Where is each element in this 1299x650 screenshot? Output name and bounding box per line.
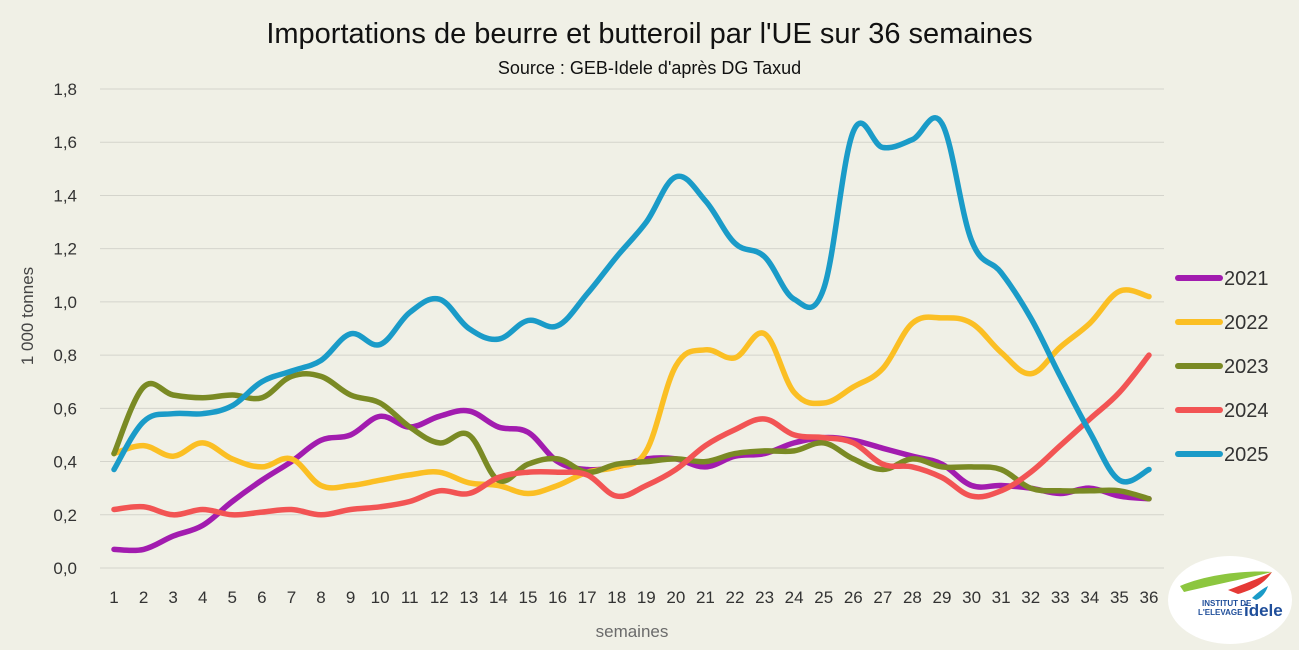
legend-label-2024: 2024 [1224, 400, 1269, 422]
y-tick-label: 0,6 [53, 399, 77, 418]
x-tick-label: 26 [844, 588, 863, 607]
y-axis-ticks: 0,0 0,2 0,4 0,6 0,8 1,0 1,2 1,4 1,6 1,8 [53, 80, 77, 578]
chart-title: Importations de beurre et butteroil par … [266, 18, 1033, 50]
x-tick-label: 8 [316, 588, 325, 607]
legend: 2021 2022 2023 2024 2025 [1175, 268, 1269, 466]
x-axis-label: semaines [596, 622, 669, 641]
x-tick-label: 28 [903, 588, 922, 607]
x-tick-label: 14 [489, 588, 508, 607]
gridlines [100, 88, 1164, 569]
x-tick-label: 18 [607, 588, 626, 607]
chart-subtitle: Source : GEB-Idele d'après DG Taxud [497, 58, 802, 78]
x-axis-ticks: 1 2 3 4 5 6 7 8 9 10 11 12 13 14 15 16 17 18 19 20 21 22 23 24 2… [109, 588, 1158, 607]
x-tick-label: 17 [578, 588, 597, 607]
y-tick-label: 1,6 [53, 133, 77, 152]
svg-text:L'ELEVAGE: L'ELEVAGE [1198, 608, 1243, 617]
x-tick-label: 15 [519, 588, 538, 607]
y-axis-label: 1 000 tonnes [18, 267, 37, 365]
y-tick-label: 0,4 [53, 453, 77, 472]
y-tick-label: 0,2 [53, 506, 77, 525]
x-tick-label: 25 [814, 588, 833, 607]
x-tick-label: 21 [696, 588, 715, 607]
svg-text:INSTITUT DE: INSTITUT DE [1202, 599, 1252, 608]
x-tick-label: 31 [992, 588, 1011, 607]
x-tick-label: 20 [666, 588, 685, 607]
series-lines [111, 115, 1152, 554]
legend-label-2022: 2022 [1224, 312, 1269, 334]
x-tick-label: 30 [962, 588, 981, 607]
x-tick-label: 24 [785, 588, 804, 607]
series-line-2021 [111, 407, 1152, 554]
y-tick-label: 1,0 [53, 293, 77, 312]
legend-label-2025: 2025 [1224, 444, 1269, 466]
x-tick-label: 9 [346, 588, 355, 607]
x-tick-label: 29 [933, 588, 952, 607]
legend-label-2021: 2021 [1224, 268, 1269, 290]
legend-label-2023: 2023 [1224, 356, 1269, 378]
x-tick-label: 27 [873, 588, 892, 607]
x-tick-label: 22 [726, 588, 745, 607]
x-tick-label: 7 [287, 588, 296, 607]
x-tick-label: 19 [637, 588, 656, 607]
series-line-2025 [111, 115, 1152, 485]
x-tick-label: 34 [1080, 588, 1099, 607]
x-tick-label: 36 [1140, 588, 1159, 607]
x-tick-label: 10 [371, 588, 390, 607]
series-line-2023 [111, 370, 1152, 502]
y-tick-label: 1,8 [53, 80, 77, 99]
y-tick-label: 1,2 [53, 240, 77, 259]
x-tick-label: 3 [168, 588, 177, 607]
idele-logo: INSTITUT DE L'ELEVAGE idele [1168, 556, 1292, 644]
x-tick-label: 23 [755, 588, 774, 607]
x-tick-label: 16 [548, 588, 567, 607]
idele-logo-icon: INSTITUT DE L'ELEVAGE idele [1168, 556, 1292, 644]
x-tick-label: 11 [401, 588, 419, 607]
y-tick-label: 0,0 [53, 559, 77, 578]
y-tick-label: 1,4 [53, 186, 77, 205]
svg-text:idele: idele [1244, 601, 1283, 620]
x-tick-label: 32 [1021, 588, 1040, 607]
x-tick-label: 33 [1051, 588, 1070, 607]
x-tick-label: 6 [257, 588, 266, 607]
x-tick-label: 35 [1110, 588, 1129, 607]
x-tick-label: 4 [198, 588, 207, 607]
x-tick-label: 13 [459, 588, 478, 607]
x-tick-label: 5 [228, 588, 237, 607]
x-tick-label: 2 [139, 588, 148, 607]
y-tick-label: 0,8 [53, 346, 77, 365]
x-tick-label: 1 [109, 588, 118, 607]
series-line-2024 [111, 352, 1152, 518]
x-tick-label: 12 [430, 588, 449, 607]
